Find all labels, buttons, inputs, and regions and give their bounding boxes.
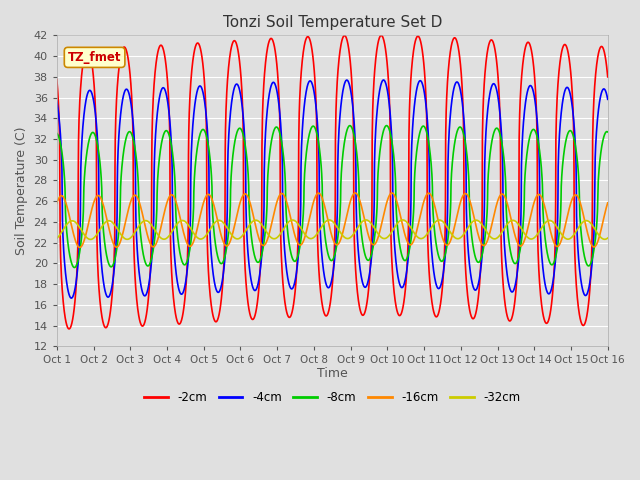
-16cm [348, 193, 356, 199]
-8cm [360, 249, 368, 255]
-8cm [383, 123, 390, 129]
-4cm [604, 96, 612, 102]
-32cm [360, 217, 368, 223]
-4cm [556, 132, 563, 137]
-2cm [556, 64, 563, 70]
-32cm [571, 230, 579, 236]
-2cm [348, 88, 356, 94]
-8cm [571, 140, 579, 145]
-4cm [493, 87, 500, 93]
-16cm [207, 193, 214, 199]
-4cm [68, 295, 76, 301]
-32cm [86, 237, 94, 242]
-4cm [53, 98, 61, 104]
-32cm [556, 228, 563, 234]
-32cm [604, 235, 612, 241]
-16cm [571, 192, 579, 198]
-32cm [362, 217, 370, 223]
-8cm [207, 162, 214, 168]
-2cm [207, 298, 214, 303]
-16cm [76, 245, 84, 251]
-4cm [571, 132, 579, 138]
Line: -32cm: -32cm [57, 220, 608, 240]
-8cm [348, 126, 356, 132]
-2cm [493, 59, 500, 65]
Line: -16cm: -16cm [57, 193, 608, 248]
-2cm [65, 326, 73, 332]
-32cm [348, 233, 356, 239]
-16cm [361, 216, 369, 222]
-4cm [348, 99, 356, 105]
Legend: -2cm, -4cm, -8cm, -16cm, -32cm: -2cm, -4cm, -8cm, -16cm, -32cm [140, 386, 525, 409]
-8cm [604, 129, 612, 135]
-16cm [556, 242, 563, 248]
-32cm [53, 235, 61, 241]
-4cm [380, 77, 387, 83]
-2cm [604, 74, 612, 80]
-2cm [360, 311, 368, 317]
Title: Tonzi Soil Temperature Set D: Tonzi Soil Temperature Set D [223, 15, 442, 30]
-16cm [493, 201, 500, 207]
Y-axis label: Soil Temperature (C): Soil Temperature (C) [15, 127, 28, 255]
-2cm [571, 250, 579, 256]
-16cm [604, 200, 612, 206]
-8cm [556, 227, 563, 233]
Line: -4cm: -4cm [57, 80, 608, 298]
Text: TZ_fmet: TZ_fmet [68, 51, 122, 64]
-16cm [53, 201, 61, 206]
-2cm [53, 76, 61, 82]
-4cm [360, 284, 368, 289]
-2cm [378, 33, 385, 38]
-8cm [70, 264, 78, 270]
X-axis label: Time: Time [317, 367, 348, 380]
-32cm [493, 235, 500, 241]
-4cm [207, 244, 214, 250]
-8cm [53, 131, 61, 136]
-8cm [493, 125, 500, 131]
-16cm [351, 190, 359, 196]
Line: -2cm: -2cm [57, 36, 608, 329]
Line: -8cm: -8cm [57, 126, 608, 267]
-32cm [207, 226, 214, 231]
